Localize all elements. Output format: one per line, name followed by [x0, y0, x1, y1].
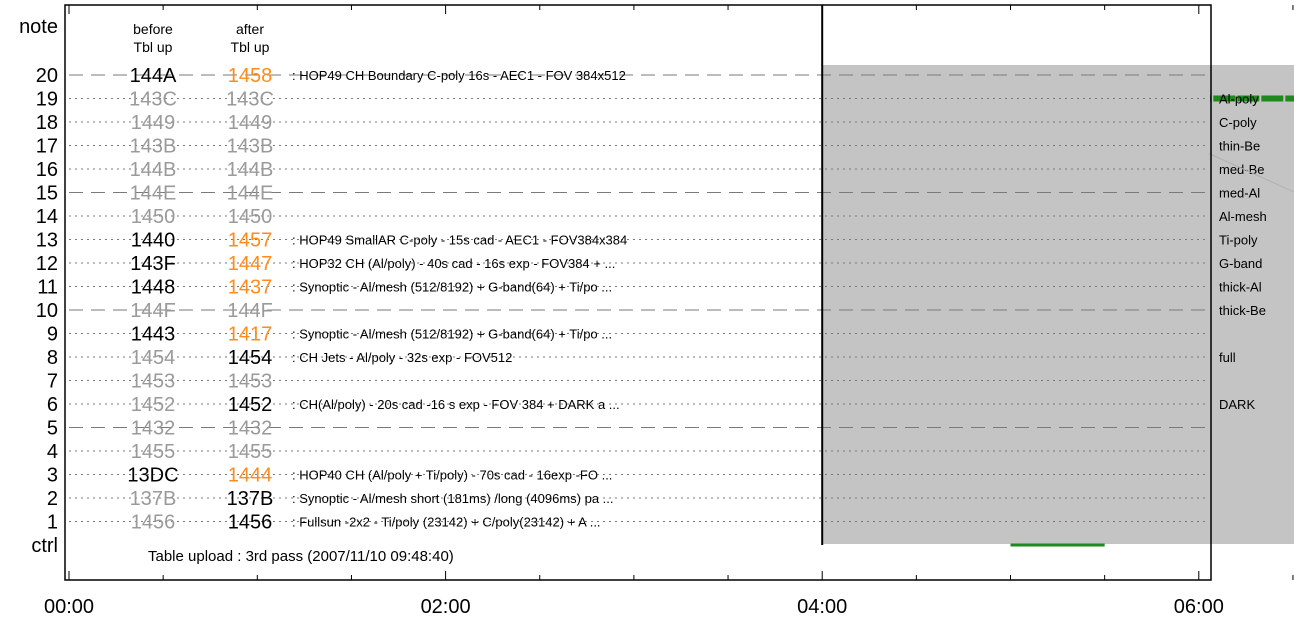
row-after-16: 144B: [227, 159, 274, 181]
row-after-17: 143B: [227, 136, 274, 158]
row-desc-13: : HOP49 SmallAR C-poly - 15s cad - AEC1 …: [292, 233, 627, 248]
row-desc-12: : HOP32 CH (Al/poly) - 40s cad - 16s exp…: [292, 256, 615, 271]
row-right-label-11: thick-Al: [1219, 280, 1262, 295]
row-before-2: 137B: [130, 488, 177, 510]
x-tick-label-0: 00:00: [44, 596, 94, 618]
x-tick-label-3: 06:00: [1174, 596, 1224, 618]
x-tick-label-1: 02:00: [421, 596, 471, 618]
row-before-14: 1450: [131, 206, 176, 228]
row-right-label-12: G-band: [1219, 256, 1262, 271]
after-column-header-line2: Tbl up: [231, 39, 270, 55]
row-right-label-19: Al-poly: [1219, 92, 1259, 107]
row-before-13: 1440: [131, 230, 176, 252]
row-after-6: 1452: [228, 394, 273, 416]
row-after-3: 1444: [228, 465, 273, 487]
plot-frame: [64, 4, 1212, 581]
row-before-8: 1454: [131, 347, 176, 369]
row-before-7: 1453: [131, 371, 176, 393]
row-desc-11: : Synoptic - Al/mesh (512/8192) + G-band…: [292, 280, 612, 295]
row-note-7: 7: [47, 371, 58, 393]
row-note-15: 15: [36, 183, 58, 205]
row-after-8: 1454: [228, 347, 273, 369]
row-note-ctrl: ctrl: [31, 535, 58, 557]
note-column-header: note: [19, 16, 58, 38]
row-before-15: 144E: [130, 183, 177, 205]
row-note-12: 12: [36, 253, 58, 275]
row-desc-2: : Synoptic - Al/mesh short (181ms) /long…: [292, 491, 614, 506]
row-after-7: 1453: [228, 371, 273, 393]
row-note-11: 11: [37, 277, 58, 299]
row-before-18: 1449: [131, 112, 176, 134]
after-column-header-line1: after: [236, 21, 264, 37]
row-note-4: 4: [47, 441, 58, 463]
table-upload-caption: Table upload : 3rd pass (2007/11/10 09:4…: [148, 548, 454, 565]
before-column-header-line2: Tbl up: [134, 39, 173, 55]
row-before-6: 1452: [131, 394, 176, 416]
row-note-20: 20: [36, 65, 58, 87]
row-after-14: 1450: [228, 206, 273, 228]
row-note-18: 18: [36, 112, 58, 134]
row-note-16: 16: [36, 159, 58, 181]
row-after-19: 143C: [226, 89, 274, 111]
row-note-19: 19: [36, 89, 58, 111]
row-note-13: 13: [36, 230, 58, 252]
row-before-5: 1432: [131, 418, 176, 440]
row-right-label-8: full: [1219, 350, 1236, 365]
before-column-header-line1: before: [133, 21, 173, 37]
row-after-15: 144E: [227, 183, 274, 205]
row-after-13: 1457: [228, 230, 273, 252]
row-after-18: 1449: [228, 112, 273, 134]
row-before-4: 1455: [131, 441, 176, 463]
row-desc-6: : CH(Al/poly) - 20s cad -16 s exp - FOV …: [292, 397, 620, 412]
row-desc-1: : Fullsun -2x2 - Ti/poly (23142) + C/pol…: [292, 515, 601, 530]
row-note-3: 3: [47, 465, 58, 487]
row-after-9: 1417: [228, 324, 273, 346]
row-before-20: 144A: [130, 65, 177, 87]
row-before-1: 1456: [131, 512, 176, 534]
row-before-11: 1448: [131, 277, 176, 299]
row-right-label-18: C-poly: [1219, 115, 1257, 130]
row-after-12: 1447: [228, 253, 273, 275]
row-desc-8: : CH Jets - Al/poly - 32s exp - FOV512: [292, 350, 512, 365]
row-after-5: 1432: [228, 418, 273, 440]
row-note-8: 8: [47, 347, 58, 369]
row-desc-20: : HOP49 CH Boundary C-poly 16s - AEC1 - …: [292, 68, 626, 83]
row-right-label-13: Ti-poly: [1219, 233, 1258, 248]
row-note-1: 1: [47, 512, 58, 534]
row-after-11: 1437: [228, 277, 273, 299]
row-after-20: 1458: [228, 65, 273, 87]
row-after-10: 144F: [227, 300, 273, 322]
row-right-label-10: thick-Be: [1219, 303, 1266, 318]
row-right-label-6: DARK: [1219, 397, 1255, 412]
row-note-6: 6: [47, 394, 58, 416]
row-note-10: 10: [36, 300, 58, 322]
row-before-19: 143C: [129, 89, 177, 111]
row-note-14: 14: [36, 206, 58, 228]
shaded-time-range: [822, 65, 1294, 544]
row-note-9: 9: [47, 324, 58, 346]
row-before-3: 13DC: [127, 465, 178, 487]
row-after-2: 137B: [227, 488, 274, 510]
row-after-4: 1455: [228, 441, 273, 463]
row-desc-3: : HOP40 CH (Al/poly + Ti/poly) - 70s cad…: [292, 468, 612, 483]
row-after-1: 1456: [228, 512, 273, 534]
x-tick-label-2: 04:00: [797, 596, 847, 618]
row-right-label-15: med-Al: [1219, 186, 1260, 201]
row-before-16: 144B: [130, 159, 177, 181]
row-note-2: 2: [47, 488, 58, 510]
row-note-5: 5: [47, 418, 58, 440]
row-desc-9: : Synoptic - Al/mesh (512/8192) + G-band…: [292, 327, 612, 342]
row-before-9: 1443: [131, 324, 176, 346]
row-right-label-16: med-Be: [1219, 162, 1265, 177]
row-right-label-14: Al-mesh: [1219, 209, 1267, 224]
row-right-label-17: thin-Be: [1219, 139, 1260, 154]
row-note-17: 17: [36, 136, 58, 158]
row-before-17: 143B: [130, 136, 177, 158]
row-before-12: 143F: [130, 253, 176, 275]
row-before-10: 144F: [130, 300, 176, 322]
